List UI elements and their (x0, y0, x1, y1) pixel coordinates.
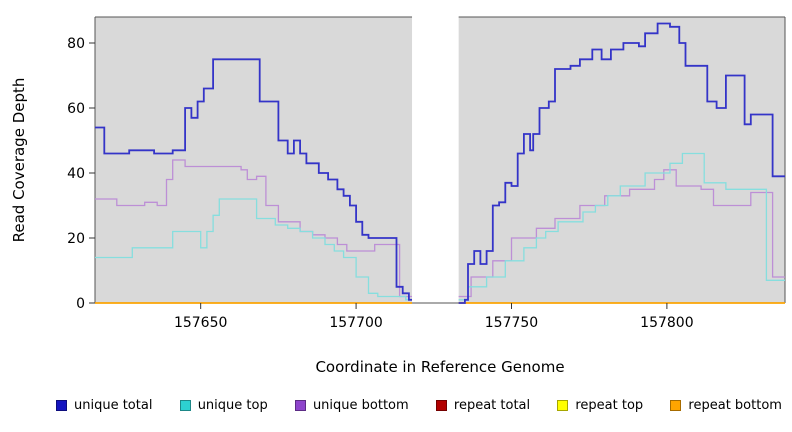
x-tick-label: 157700 (329, 315, 382, 331)
series-unique-top (458, 152, 785, 301)
legend-swatch (557, 400, 569, 411)
legend-item-unique-total: unique total (56, 398, 152, 413)
x-tick-label: 157800 (640, 315, 693, 331)
legend-label: unique bottom (312, 398, 409, 413)
legend-swatch (435, 400, 447, 411)
x-axis-label: Coordinate in Reference Genome (315, 358, 564, 376)
y-tick-label: 80 (67, 36, 85, 52)
series-unique-top (95, 198, 412, 301)
legend-swatch (56, 400, 67, 411)
legend-label: repeat total (453, 398, 531, 413)
no-data-gap (412, 14, 459, 303)
legend-swatch (179, 400, 191, 411)
legend-item-repeat-total: repeat total (435, 398, 531, 413)
legend-swatch (670, 400, 682, 411)
y-tick-label: 0 (76, 296, 85, 312)
y-tick-label: 40 (67, 166, 85, 182)
legend-label: unique top (197, 398, 268, 413)
plot-dynamic-layer: 157650 157700 157750 157800 0 20 40 60 80 (67, 14, 786, 331)
series-unique-total (95, 58, 412, 301)
series-unique-bottom (95, 159, 412, 298)
y-axis-label: Read Coverage Depth (10, 78, 28, 243)
legend: unique total unique top unique bottom repea… (0, 398, 792, 413)
legend-item-unique-top: unique top (179, 398, 268, 413)
y-tick-label: 20 (67, 231, 85, 247)
x-tick-label: 157650 (174, 315, 227, 331)
legend-label: unique total (74, 398, 153, 413)
series-unique-total (458, 22, 785, 304)
legend-label: repeat top (575, 398, 644, 413)
plot-svg: 157650 157700 157750 157800 0 20 40 60 80 Read C… (10, 14, 786, 376)
legend-item-repeat-top: repeat top (557, 398, 643, 413)
y-tick-label: 60 (67, 101, 85, 117)
legend-item-repeat-bottom: repeat bottom (670, 398, 782, 413)
legend-swatch (294, 400, 306, 411)
x-tick-label: 157750 (485, 315, 538, 331)
legend-item-unique-bottom: unique bottom (294, 398, 409, 413)
legend-label: repeat bottom (688, 398, 782, 413)
